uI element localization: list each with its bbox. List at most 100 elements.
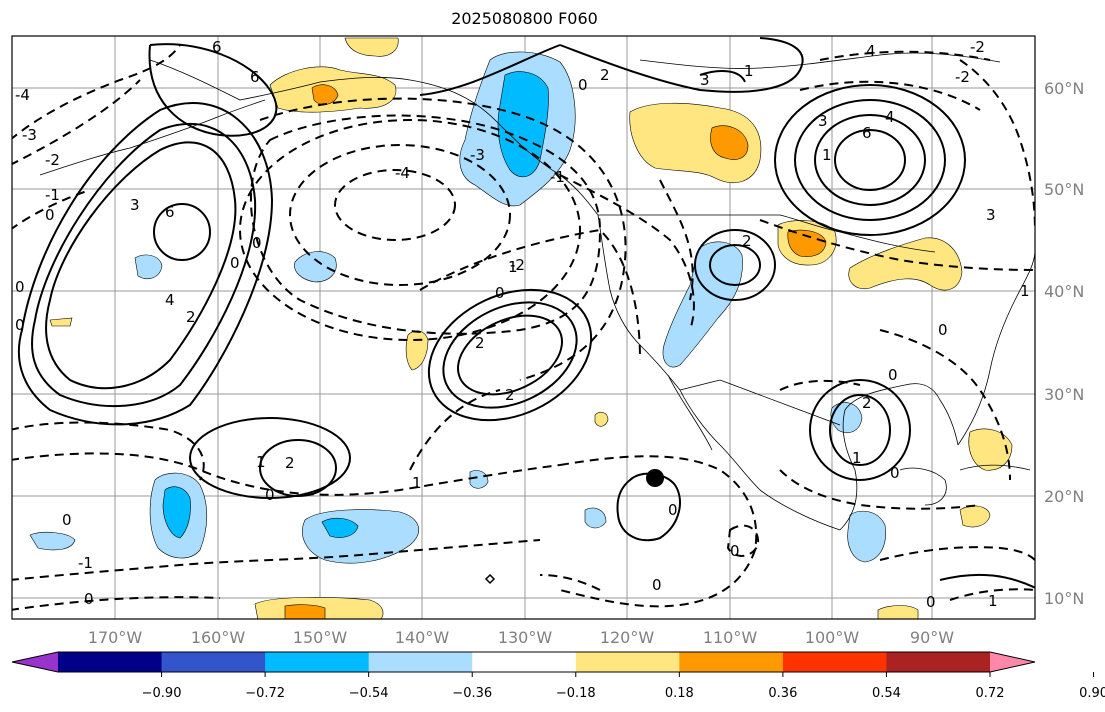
positive-anomaly-canada-core bbox=[710, 125, 749, 160]
lat-tick-label: 30°N bbox=[1044, 385, 1084, 404]
lon-tick-label: 90°W bbox=[910, 628, 954, 647]
lat-tick-label: 10°N bbox=[1044, 589, 1084, 608]
contour-label: -4 bbox=[395, 164, 410, 182]
lon-tick-label: 100°W bbox=[805, 628, 860, 647]
contour-label: -1 bbox=[550, 168, 565, 186]
contour-label: 6 bbox=[862, 124, 872, 142]
negative-anomaly-south-core bbox=[321, 517, 359, 538]
contour-label: 2 bbox=[186, 308, 196, 326]
positive-anomaly-great-lakes bbox=[848, 237, 963, 291]
contour-label: -3 bbox=[22, 126, 37, 144]
contour-label: 3 bbox=[700, 71, 710, 89]
contour-label: 0 bbox=[15, 278, 25, 296]
colorbar-tick-label: 0.36 bbox=[768, 686, 797, 701]
positive-anomaly-top bbox=[344, 37, 399, 57]
lon-tick-label: 170°W bbox=[88, 628, 143, 647]
colorbar-segment bbox=[161, 652, 266, 672]
lat-tick-label: 40°N bbox=[1044, 282, 1084, 301]
contour-label: -2 bbox=[955, 68, 970, 86]
negative-anomaly-central-america bbox=[847, 510, 886, 563]
contour-label: 4 bbox=[866, 42, 876, 60]
negative-anomaly-western-us bbox=[662, 241, 743, 368]
contour-label: 0 bbox=[578, 76, 588, 94]
contour-label: 1 bbox=[256, 453, 266, 471]
contour-label: 1 bbox=[1020, 282, 1030, 300]
contour-label: 3 bbox=[130, 196, 140, 214]
lon-tick-label: 140°W bbox=[395, 628, 450, 647]
contour-label: -1 bbox=[78, 554, 93, 572]
contour-label: 0 bbox=[45, 206, 55, 224]
contour-labels: 6 6 6 3 4 2 0 0 0 0 -4 -3 -2 -1 0 -4 -3 … bbox=[15, 38, 1030, 611]
colorbar-segment bbox=[679, 652, 784, 672]
coast-gulf bbox=[839, 383, 941, 531]
contour-label: 1 bbox=[852, 449, 862, 467]
lon-tick-labels: 170°W 160°W 150°W 140°W 130°W 120°W 110°… bbox=[88, 628, 954, 647]
negative-anomaly-w1 bbox=[294, 251, 337, 283]
coast-florida bbox=[939, 399, 959, 446]
coast-cuba bbox=[959, 464, 1031, 471]
contour-label: 6 bbox=[212, 38, 222, 56]
contour-label: 4 bbox=[885, 108, 895, 126]
colorbar-under-arrow bbox=[12, 652, 58, 672]
contour-label: 2 bbox=[475, 334, 485, 352]
lon-tick-label: 150°W bbox=[293, 628, 348, 647]
gridlines bbox=[12, 36, 1035, 619]
positive-contours bbox=[17, 37, 1035, 589]
colorbar-segment bbox=[58, 652, 163, 672]
contour-label: 0 bbox=[668, 501, 678, 519]
colorbar-tick-label: −0.18 bbox=[556, 686, 596, 701]
contour-label: 0 bbox=[888, 366, 898, 384]
negative-anomaly-hawaii-core bbox=[162, 486, 191, 539]
contour-label: 0 bbox=[890, 464, 900, 482]
colorbar-tick-label: −0.54 bbox=[349, 686, 389, 701]
contour-label: 1 bbox=[988, 592, 998, 610]
map-frame bbox=[11, 35, 1036, 620]
positive-anomaly-bottom-core bbox=[284, 604, 326, 619]
contour-label: 0 bbox=[84, 590, 94, 608]
contour-label: 1 bbox=[822, 146, 832, 164]
colorbar-tick-label: 0.54 bbox=[872, 686, 901, 701]
contour-label: 0 bbox=[230, 254, 240, 272]
coast-east bbox=[957, 249, 1035, 446]
negative-anomaly-gulf-alaska-core bbox=[497, 71, 549, 178]
contour-label: 0 bbox=[730, 542, 740, 560]
contour-label: 4 bbox=[165, 291, 175, 309]
colorbar-tick-label: −0.36 bbox=[452, 686, 492, 701]
positive-anomaly-bottom-right bbox=[877, 605, 919, 619]
contour-label: 0 bbox=[495, 284, 505, 302]
positive-anomaly-west-small bbox=[49, 317, 73, 327]
colorbar-tick-label: 0.90 bbox=[1079, 686, 1105, 701]
colorbar-segment bbox=[265, 652, 370, 672]
country-border-us-mexico bbox=[679, 379, 841, 426]
contour-label: 1 bbox=[412, 474, 422, 492]
contour-label: 0 bbox=[62, 511, 72, 529]
positive-anomaly-alaska-core bbox=[311, 84, 339, 105]
contour-label: 2 bbox=[285, 454, 295, 472]
colorbar-tick-label: 0.72 bbox=[976, 686, 1005, 701]
contour-label: 0 bbox=[15, 316, 25, 334]
lat-tick-label: 50°N bbox=[1044, 180, 1084, 199]
plot-title: 2025080800 F060 bbox=[451, 9, 598, 28]
lat-tick-label: 60°N bbox=[1044, 79, 1084, 98]
colorbar-tick-label: −0.72 bbox=[245, 686, 285, 701]
lon-tick-label: 130°W bbox=[498, 628, 553, 647]
contours bbox=[12, 37, 1035, 611]
colorbar: −0.90 −0.72 −0.54 −0.36 −0.18 0.18 0.36 0.54 0.7… bbox=[11, 651, 1105, 701]
contour-label: 0 bbox=[265, 486, 275, 504]
storm-center-marker bbox=[646, 469, 664, 487]
lat-tick-label: 20°N bbox=[1044, 487, 1084, 506]
negative-anomaly-small1 bbox=[469, 470, 489, 489]
negative-anomaly-west-edge bbox=[29, 531, 76, 551]
negative-anomaly-small2 bbox=[584, 507, 607, 529]
coast-alaska bbox=[149, 59, 599, 216]
coast-baja bbox=[667, 374, 713, 451]
coast-yucatan bbox=[899, 467, 947, 506]
colorbar-segment bbox=[368, 652, 473, 672]
coast-aleutians bbox=[39, 99, 266, 176]
colorbar-tick-label: 0.18 bbox=[665, 686, 694, 701]
colorbar-segment bbox=[472, 652, 577, 672]
colorbar-segment bbox=[886, 652, 991, 672]
positive-anomaly-florida bbox=[968, 428, 1013, 471]
contour-label: -3 bbox=[470, 146, 485, 164]
